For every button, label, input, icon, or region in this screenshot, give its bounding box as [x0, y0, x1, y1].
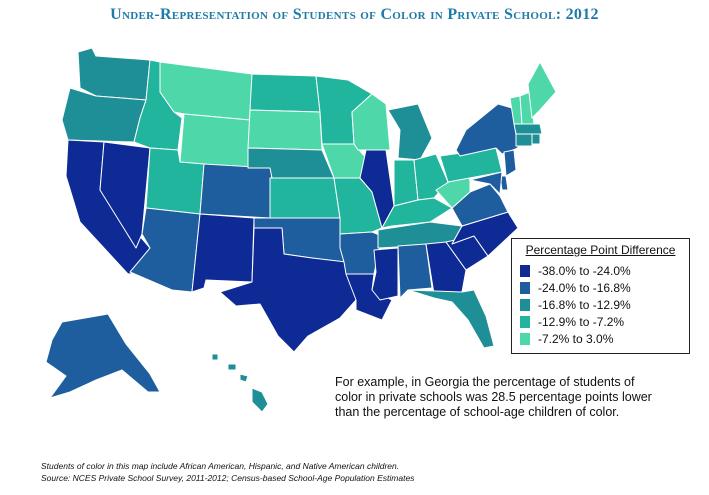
state-ri	[531, 133, 541, 145]
state-tx	[219, 227, 357, 353]
footnote-definition: Students of color in this map include Af…	[41, 461, 400, 471]
state-co	[199, 163, 273, 219]
example-text: For example, in Georgia the percentage o…	[335, 375, 652, 419]
state-mi	[387, 103, 433, 161]
legend-swatch	[520, 333, 530, 345]
state-ky	[381, 197, 453, 229]
state-nm	[191, 213, 255, 293]
state-ma	[513, 123, 543, 135]
footnotes: Students of color in this map include Af…	[41, 460, 414, 484]
legend-swatch	[520, 299, 530, 311]
state-mt	[159, 61, 253, 121]
legend-swatch	[520, 282, 530, 294]
state-wy	[179, 113, 251, 169]
state-me	[527, 61, 557, 119]
state-ak	[45, 313, 161, 399]
state-nd	[249, 73, 321, 113]
legend-swatch	[520, 316, 530, 328]
legend: Percentage Point Difference -38.0% to -2…	[511, 238, 690, 354]
legend-label: -12.9% to -7.2%	[538, 315, 625, 329]
legend-label: -7.2% to 3.0%	[538, 332, 614, 346]
state-nj	[503, 149, 517, 177]
legend-label: -38.0% to -24.0%	[538, 264, 631, 278]
legend-label: -16.8% to -12.9%	[538, 298, 631, 312]
state-ct	[515, 133, 533, 147]
legend-swatch	[520, 265, 530, 277]
state-wa	[77, 47, 151, 101]
state-md	[469, 171, 503, 195]
map-title: Under-Representation of Students of Colo…	[110, 6, 599, 23]
state-al	[397, 243, 433, 299]
legend-label: -24.0% to -16.8%	[538, 281, 631, 295]
legend-title: Percentage Point Difference	[525, 243, 676, 257]
state-ny	[455, 103, 519, 157]
state-nv	[99, 141, 151, 249]
state-hi	[211, 353, 269, 413]
state-ks	[269, 177, 341, 219]
state-sd	[247, 109, 323, 151]
state-ms	[371, 247, 399, 301]
state-la	[345, 273, 393, 321]
footnote-source: Source: NCES Private School Survey, 2011…	[41, 473, 415, 483]
state-fl	[407, 289, 495, 349]
state-de	[499, 175, 509, 191]
state-wi	[351, 93, 391, 151]
state-ga	[425, 241, 467, 295]
